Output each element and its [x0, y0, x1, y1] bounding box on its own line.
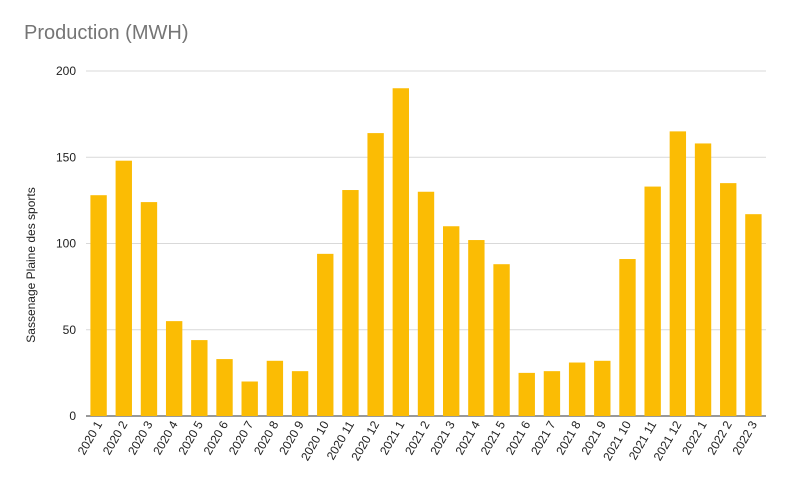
bar	[644, 186, 661, 416]
bar	[115, 160, 132, 416]
bar	[165, 321, 183, 416]
bar	[720, 183, 737, 416]
x-tick-label: 2022 3	[730, 418, 761, 457]
bar	[443, 226, 460, 416]
bar	[543, 371, 561, 416]
y-tick-label: 100	[56, 237, 76, 251]
bar	[90, 195, 107, 416]
bar	[291, 371, 309, 416]
bar	[417, 191, 435, 416]
y-tick-label: 200	[56, 64, 76, 78]
bar	[241, 381, 258, 416]
bar	[266, 360, 284, 416]
bars	[90, 88, 762, 416]
bar	[392, 88, 409, 416]
bar	[745, 214, 762, 416]
bar	[493, 264, 510, 416]
y-tick-label: 150	[56, 150, 76, 164]
bar	[367, 133, 384, 416]
bar	[216, 359, 233, 416]
y-axis-label: Sassenage Plaine des sports	[24, 187, 38, 342]
bar	[518, 372, 535, 416]
bar	[468, 240, 485, 416]
bar	[694, 143, 712, 416]
bar	[669, 131, 687, 416]
bar	[342, 190, 359, 416]
bar	[594, 360, 611, 416]
bar	[568, 362, 586, 416]
bar	[191, 340, 208, 416]
y-tick-label: 0	[69, 409, 76, 423]
bar	[619, 259, 636, 416]
chart-title: Production (MWH)	[24, 22, 189, 44]
bar	[317, 253, 334, 416]
y-axis-ticks: 0 50 100 150 200	[56, 64, 76, 423]
y-tick-label: 50	[63, 323, 77, 337]
bar	[140, 202, 158, 416]
